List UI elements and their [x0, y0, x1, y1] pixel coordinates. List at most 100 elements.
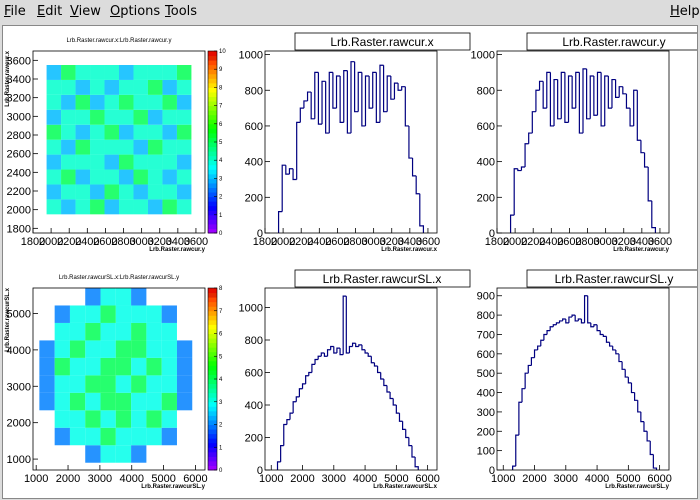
heat-cell — [104, 65, 119, 80]
histogram-bin — [405, 429, 409, 439]
colorbar-step — [208, 424, 217, 430]
heat-cell — [100, 340, 116, 358]
colorbar-step — [208, 333, 217, 339]
histogram-bin — [370, 356, 375, 364]
heat-cell — [46, 94, 62, 110]
heat-cell — [115, 357, 132, 376]
histogram-bin — [339, 348, 344, 356]
heat-cell — [39, 288, 54, 305]
heat-cell — [104, 199, 119, 215]
colorbar-step — [208, 101, 217, 107]
y-tick-label: 1000 — [7, 454, 31, 466]
heat-cell — [100, 288, 116, 306]
colorbar-step — [208, 438, 217, 444]
histogram-bin — [615, 349, 619, 355]
histogram-bin — [590, 322, 594, 328]
histogram-bin — [333, 346, 337, 354]
heat-cell — [39, 445, 54, 462]
colorbar-step — [208, 169, 217, 175]
x-tick-label: 3200 — [147, 236, 171, 248]
menu-item[interactable]: Help — [670, 4, 700, 19]
histogram-bin — [513, 168, 518, 216]
heat-cell — [39, 410, 54, 427]
heat-cell — [146, 375, 162, 393]
heat-cell — [115, 340, 132, 358]
histogram-bin — [593, 75, 598, 116]
y-tick-label: 3200 — [7, 93, 31, 105]
x-tick-label: 3000 — [88, 473, 112, 485]
x-tick-label: 3000 — [554, 473, 578, 485]
menu-item[interactable]: View — [70, 4, 101, 19]
colorbar-step — [208, 91, 217, 97]
heat-cell — [90, 94, 105, 110]
x-tick-label: 1000 — [491, 473, 515, 485]
heat-cell — [46, 65, 62, 80]
heat-cell — [162, 184, 177, 200]
heat-cell — [119, 184, 134, 200]
y-tick-label: 4000 — [7, 345, 31, 357]
histogram-bin — [537, 345, 541, 350]
z-tick-label: 7 — [219, 104, 223, 110]
colorbar-step — [208, 456, 217, 462]
menu-item[interactable]: Tools — [165, 4, 198, 19]
x-tick-label: 2800 — [575, 236, 599, 248]
histogram-bin — [368, 75, 373, 109]
heat-cell — [39, 340, 55, 358]
histogram-bin — [600, 72, 605, 127]
y-tick-label: 2000 — [7, 418, 31, 430]
heat-cell — [61, 199, 76, 215]
colorbar-step — [208, 119, 217, 125]
histogram-bin — [596, 71, 602, 116]
heat-cell — [161, 340, 177, 358]
heat-cell — [176, 65, 192, 80]
heat-cell — [104, 169, 119, 185]
colorbar-step — [208, 182, 217, 188]
x-tick-label: 2600 — [93, 236, 117, 248]
histogram-bin — [354, 61, 359, 113]
y-tick-label: 200 — [245, 192, 263, 204]
menu-item[interactable]: File — [4, 4, 26, 19]
x-tick-label: 2600 — [557, 236, 581, 248]
histogram-bin — [299, 107, 304, 123]
y-tick-label: 900 — [477, 291, 495, 303]
heat-cell — [75, 94, 91, 110]
menu-item[interactable]: Edit — [37, 4, 63, 19]
heat-cell — [100, 375, 116, 393]
heat-cell — [85, 340, 101, 358]
heat-cell — [69, 322, 86, 341]
x-tick-label: 3000 — [129, 236, 153, 248]
histogram-bin — [358, 344, 362, 347]
x-tick-label: 4000 — [353, 473, 377, 485]
histogram-bin — [646, 431, 651, 442]
x-tick-label: 3000 — [322, 473, 346, 485]
heat-cell — [100, 410, 116, 428]
histogram-bin — [348, 345, 353, 353]
histogram-bin — [560, 71, 565, 119]
histogram-bin — [326, 349, 331, 357]
histogram-bin — [397, 83, 402, 91]
colorbar-step — [208, 397, 217, 403]
x-tick-label: 2000 — [503, 236, 527, 248]
menu-item[interactable]: Options — [110, 4, 161, 19]
heat-cell — [75, 184, 91, 200]
colorbar-step — [208, 155, 217, 161]
z-tick-label: 2 — [219, 195, 223, 201]
histogram-bin — [364, 349, 369, 354]
histogram-bin — [567, 75, 573, 123]
y-tick-label: 5000 — [7, 308, 31, 320]
heat-cell — [115, 445, 132, 463]
histogram-bin — [325, 81, 330, 134]
histogram-bin — [512, 465, 516, 470]
frame — [496, 287, 670, 471]
histogram-bin — [549, 72, 555, 127]
heat-cell — [176, 340, 193, 358]
histogram-bin — [289, 412, 294, 420]
colorbar-step — [208, 178, 217, 184]
colorbar-step — [208, 228, 217, 234]
colorbar-step — [208, 214, 217, 220]
heat-cell — [69, 305, 86, 323]
y-tick-label: 3600 — [7, 55, 31, 67]
x-tick-label: 3400 — [166, 236, 190, 248]
histogram-bin — [401, 86, 406, 91]
